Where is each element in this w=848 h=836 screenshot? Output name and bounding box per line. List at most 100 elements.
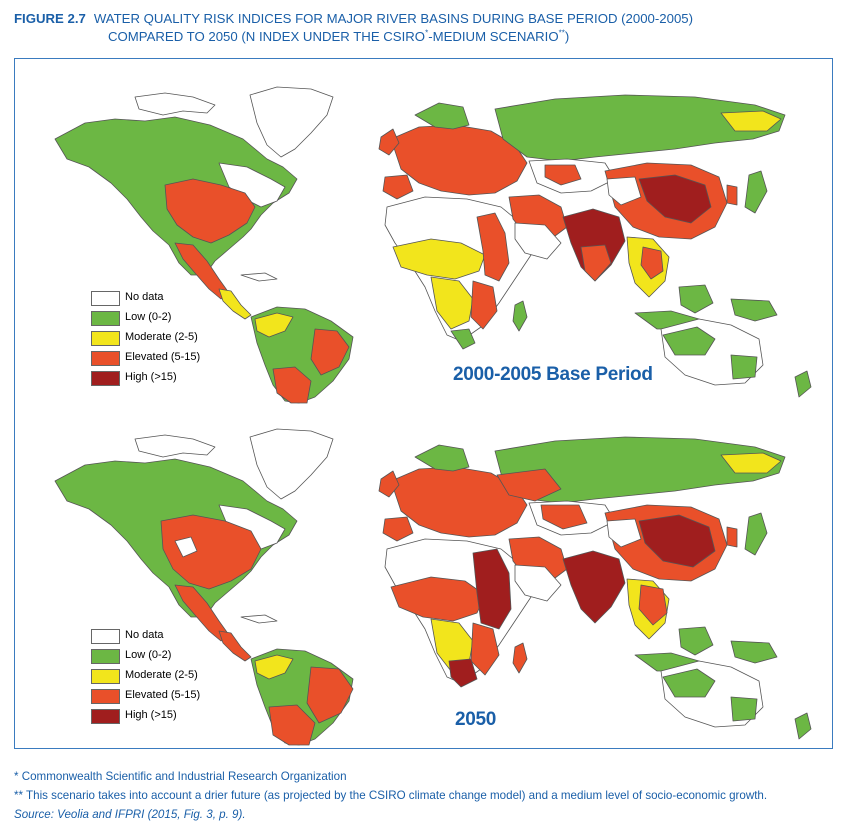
legend-label: No data [125, 291, 164, 303]
australia-green-2 [730, 354, 758, 380]
siberia-yellow [720, 110, 782, 132]
uk [378, 470, 400, 498]
tibet-white [606, 176, 642, 206]
arabia [514, 222, 562, 260]
australia-green-2 [730, 696, 758, 722]
legend-label: Moderate (2-5) [125, 331, 198, 343]
central-africa-yellow [430, 276, 474, 330]
russia [494, 94, 786, 162]
figure-title-text2a: COMPARED TO 2050 (N INDEX UNDER THE CSIR… [108, 29, 426, 44]
figure-title-line2: COMPARED TO 2050 (N INDEX UNDER THE CSIR… [14, 28, 834, 46]
scandinavia [414, 102, 470, 130]
indochina-elevated [638, 584, 668, 626]
sahel-elevated [390, 576, 486, 622]
russia-west-elevated [496, 468, 562, 502]
nile-high [472, 548, 512, 630]
footnote-2: ** This scenario takes into account a dr… [14, 789, 768, 802]
figure-title-text2b: -MEDIUM SCENARIO [428, 29, 559, 44]
greenland [249, 86, 334, 158]
korea [726, 526, 738, 548]
kazakh-elevated [544, 164, 582, 186]
legend-swatch-low [91, 311, 120, 326]
figure-title-text1: WATER QUALITY RISK INDICES FOR MAJOR RIV… [93, 11, 694, 26]
legend-label: Low (0-2) [125, 311, 172, 323]
cuba [240, 272, 278, 282]
usa-elevated [164, 178, 256, 244]
map-panel-2050: No data Low (0-2) Moderate (2-5) Elevate… [15, 409, 832, 749]
footnote-marker-2: ** [558, 28, 565, 38]
figure-title-text2c: ) [564, 29, 570, 44]
legend-label: High (>15) [125, 709, 177, 721]
india [562, 550, 626, 624]
south-america-south [268, 704, 316, 746]
arctic-islands [134, 92, 216, 116]
uk [378, 128, 400, 156]
australia-green-1 [662, 326, 716, 356]
iberia [382, 174, 414, 200]
legend-label: No data [125, 629, 164, 641]
source-note: Source: Veolia and IFPRI (2015, Fig. 3, … [14, 808, 246, 821]
legend-label: High (>15) [125, 371, 177, 383]
legend-label: Low (0-2) [125, 649, 172, 661]
arabia [514, 564, 562, 602]
legend-swatch-nodata [91, 629, 120, 644]
footnote-marker-1: * [425, 28, 429, 38]
legend-swatch-low [91, 649, 120, 664]
china-north-high [638, 174, 712, 224]
nile-elevated [476, 212, 510, 282]
legend-swatch-nodata [91, 291, 120, 306]
east-africa-elevated [470, 622, 500, 676]
new-zealand [794, 370, 812, 398]
borneo [678, 626, 714, 656]
china-north-high [638, 514, 716, 568]
japan [744, 512, 768, 556]
figure-title-line1: FIGURE 2.7 WATER QUALITY RISK INDICES FOR… [14, 10, 834, 28]
sahel-yellow [392, 238, 486, 280]
east-africa-elevated [470, 280, 498, 330]
legend-swatch-high [91, 371, 120, 386]
map-title-base: 2000-2005 Base Period [453, 364, 653, 385]
map-panel-base: No data Low (0-2) Moderate (2-5) Elevate… [15, 67, 832, 407]
new-zealand [794, 712, 812, 740]
usa-white-patch [174, 536, 198, 558]
legend-swatch-elevated [91, 689, 120, 704]
usa-elevated [160, 514, 262, 590]
south-america-north-yellow [254, 312, 294, 338]
japan [744, 170, 768, 214]
greenland [249, 428, 334, 500]
map-title-2050: 2050 [455, 709, 497, 730]
legend-swatch-moderate [91, 331, 120, 346]
legend-swatch-moderate [91, 669, 120, 684]
arctic-islands [134, 434, 216, 458]
south-america-north-yellow [254, 654, 294, 680]
world-map-2050 [54, 428, 812, 746]
new-guinea [730, 298, 778, 322]
legend-swatch-elevated [91, 351, 120, 366]
brazil-east [310, 328, 350, 376]
legend-swatch-high [91, 709, 120, 724]
legend-label: Elevated (5-15) [125, 351, 201, 363]
new-guinea [730, 640, 778, 664]
footnotes: * Commonwealth Scientific and Industrial… [14, 767, 844, 824]
central-america [218, 288, 252, 320]
madagascar [512, 642, 528, 674]
figure-label: FIGURE 2.7 [14, 11, 86, 26]
kazakh-elevated [540, 504, 588, 530]
scandinavia [414, 444, 470, 472]
figure-header: FIGURE 2.7 WATER QUALITY RISK INDICES FOR… [14, 10, 834, 46]
siberia-yellow [720, 452, 782, 474]
india-south [580, 244, 612, 282]
footnote-1: * Commonwealth Scientific and Industrial… [14, 770, 347, 783]
madagascar [512, 300, 528, 332]
australia-green-1 [662, 668, 716, 698]
south-america-south [272, 366, 312, 404]
figure-frame: No data Low (0-2) Moderate (2-5) Elevate… [14, 58, 833, 749]
iberia [382, 516, 414, 542]
legend-label: Moderate (2-5) [125, 669, 198, 681]
legend-label: Elevated (5-15) [125, 689, 201, 701]
world-map-base [54, 86, 812, 404]
brazil-east [306, 666, 354, 724]
borneo [678, 284, 714, 314]
southern-africa-high [448, 658, 478, 688]
cuba [240, 614, 278, 624]
